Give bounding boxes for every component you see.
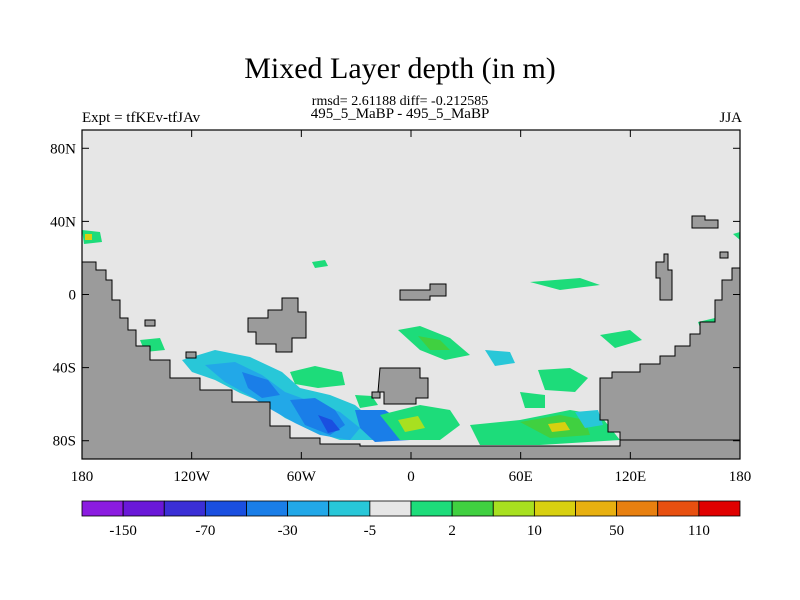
colorbar-swatch <box>328 500 371 517</box>
anomaly-patch <box>575 410 603 428</box>
map-panel <box>81 129 741 460</box>
colorbar-label: 110 <box>688 523 710 539</box>
colorbar-swatch <box>81 500 124 517</box>
x-tick-label: 120E <box>614 469 646 485</box>
stats-line: rmsd= 2.61188 diff= -0.212585 <box>311 94 489 109</box>
experiment-subtitle: 495_5_MaBP - 495_5_MaBP <box>310 106 490 122</box>
anomaly-patch <box>548 422 570 432</box>
colorbar-swatch <box>657 500 700 517</box>
y-tick-label: 80N <box>50 141 76 157</box>
colorbar-label: -150 <box>109 523 137 539</box>
anomaly-patch <box>733 232 740 240</box>
colorbar-swatch <box>122 500 165 517</box>
colorbar-swatch <box>575 500 618 517</box>
colorbar-swatch <box>204 500 247 517</box>
colorbar-swatch <box>492 500 535 517</box>
x-tick-label: 60W <box>287 469 317 485</box>
anomaly-field <box>82 230 740 445</box>
land-americas <box>81 261 741 460</box>
plot-title: Mixed Layer depth (in m) <box>244 52 556 85</box>
land-island <box>144 319 156 327</box>
y-tick-label: 40S <box>53 361 76 377</box>
x-tick-label: 120W <box>173 469 211 485</box>
anomaly-patch <box>318 415 340 433</box>
colorbar-swatch <box>533 500 576 517</box>
colorbar-swatch <box>410 500 453 517</box>
anomaly-patch <box>418 336 450 350</box>
axis-ticks: 80N 40N 0 40S 80S 180 120W 60W 0 60E 120E 180 <box>50 130 751 485</box>
colorbar: -150 -70 -30 -5 2 10 50 110 <box>81 500 741 539</box>
land-island <box>185 351 197 359</box>
colorbar-swatch <box>163 500 206 517</box>
x-tick-label: 0 <box>407 469 415 485</box>
anomaly-patch <box>530 278 600 290</box>
colorbar-swatch <box>287 500 330 517</box>
colorbar-swatch <box>246 500 289 517</box>
colorbar-swatch <box>451 500 494 517</box>
land-island <box>719 251 729 259</box>
anomaly-patch <box>85 234 92 240</box>
colorbar-label: -30 <box>278 523 298 539</box>
anomaly-patch <box>520 392 545 408</box>
land-island <box>691 215 719 229</box>
anomaly-patch <box>242 372 280 398</box>
colorbar-label: -70 <box>195 523 215 539</box>
y-tick-label: 40N <box>50 214 76 230</box>
colorbar-label: 2 <box>448 523 456 539</box>
season-label: JJA <box>719 110 742 126</box>
colorbar-swatch <box>616 500 659 517</box>
y-tick-label: 80S <box>53 434 76 450</box>
anomaly-patch <box>398 416 425 432</box>
x-tick-label: 180 <box>71 469 94 485</box>
anomaly-patch <box>600 330 642 348</box>
x-tick-label: 180 <box>729 469 752 485</box>
land-island <box>399 283 447 301</box>
land-island <box>371 391 381 399</box>
land-asia-australia <box>599 267 741 441</box>
anomaly-patch <box>312 260 328 268</box>
colorbar-label: -5 <box>364 523 377 539</box>
land-island <box>247 297 307 353</box>
anomaly-patch <box>485 350 515 366</box>
anomaly-patch <box>290 366 345 388</box>
colorbar-swatch <box>698 500 741 517</box>
anomaly-patch <box>538 368 588 392</box>
colorbar-label: 50 <box>609 523 624 539</box>
land-masks <box>81 215 741 460</box>
land-island <box>655 253 673 301</box>
land-africa <box>377 367 429 405</box>
y-tick-label: 0 <box>69 288 77 304</box>
colorbar-swatch <box>369 500 412 517</box>
experiment-label: Expt = tfKEv-tfJAv <box>82 110 201 126</box>
x-tick-label: 60E <box>509 469 533 485</box>
colorbar-label: 10 <box>527 523 542 539</box>
